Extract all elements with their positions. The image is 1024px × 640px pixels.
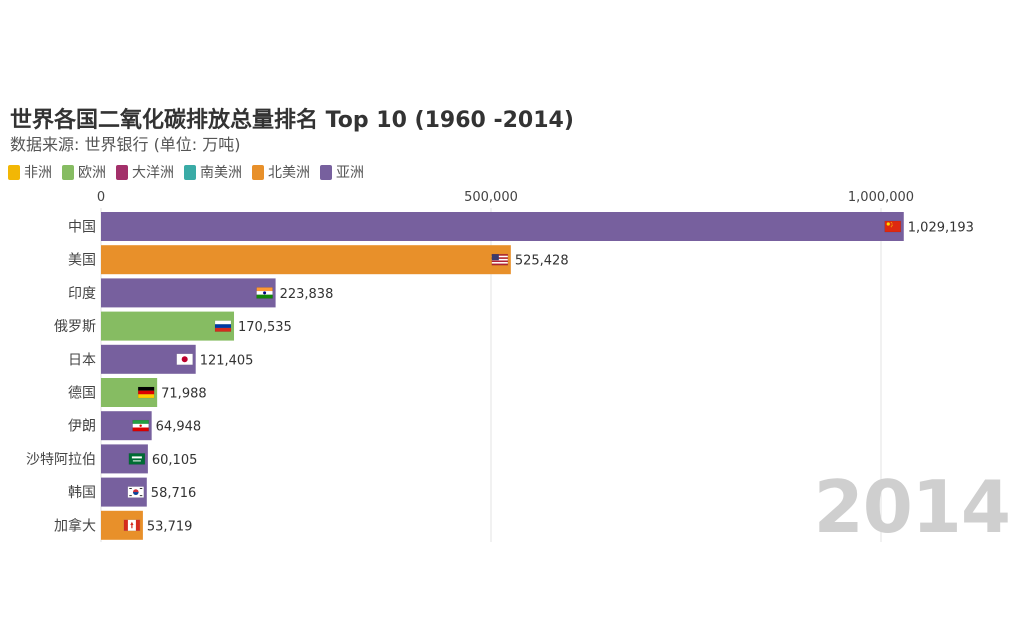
legend-swatch — [320, 164, 332, 180]
legend-label: 欧洲 — [78, 165, 106, 181]
value-label: 60,105 — [152, 453, 198, 468]
legend-item[interactable]: 大洋洲 — [116, 162, 174, 182]
ru-flag-icon — [214, 320, 232, 332]
category-label: 中国 — [68, 220, 96, 236]
legend-swatch — [184, 164, 196, 180]
us-flag-icon — [491, 253, 509, 266]
x-tick-label: 0 — [97, 190, 105, 205]
bar — [101, 212, 904, 241]
legend-label: 亚洲 — [336, 165, 364, 181]
category-label: 印度 — [68, 286, 96, 302]
legend-swatch — [116, 164, 128, 180]
bar — [101, 245, 511, 275]
value-label: 170,535 — [238, 320, 292, 335]
value-label: 223,838 — [280, 287, 334, 302]
sa-flag-icon — [128, 453, 146, 465]
legend-label: 南美洲 — [200, 165, 242, 181]
value-label: 71,988 — [161, 387, 207, 402]
legend-item[interactable]: 欧洲 — [62, 162, 106, 182]
x-tick-label: 500,000 — [464, 190, 518, 205]
bar — [101, 278, 276, 308]
in-flag-icon — [256, 287, 273, 299]
legend: 非洲 欧洲 大洋洲 南美洲 北美洲 亚洲 — [8, 162, 364, 182]
category-label: 美国 — [68, 253, 96, 269]
category-label: 日本 — [68, 352, 96, 368]
value-label: 64,948 — [156, 420, 202, 435]
category-label: 俄罗斯 — [54, 319, 96, 335]
ir-flag-icon — [132, 419, 149, 432]
value-label: 1,029,193 — [908, 221, 974, 236]
year-watermark: 2014 — [813, 465, 1011, 549]
legend-swatch — [62, 164, 74, 180]
legend-item[interactable]: 北美洲 — [252, 162, 310, 182]
category-label: 加拿大 — [54, 517, 96, 534]
category-label: 伊朗 — [68, 419, 96, 435]
bar — [101, 311, 235, 341]
legend-label: 北美洲 — [268, 165, 310, 181]
chart-subtitle: 数据来源: 世界银行 (单位: 万吨) — [10, 135, 241, 154]
legend-item[interactable]: 非洲 — [8, 162, 52, 182]
category-label: 沙特阿拉伯 — [26, 452, 96, 468]
legend-label: 非洲 — [24, 165, 52, 181]
legend-swatch — [8, 164, 20, 180]
cn-flag-icon — [884, 220, 902, 233]
value-label: 53,719 — [147, 519, 193, 534]
value-label: 58,716 — [151, 486, 197, 501]
legend-swatch — [252, 164, 264, 180]
jp-flag-icon — [176, 353, 193, 366]
value-label: 121,405 — [200, 353, 254, 368]
chart-title: 世界各国二氧化碳排放总量排名 Top 10 (1960 -2014) — [10, 108, 574, 133]
legend-item[interactable]: 亚洲 — [320, 162, 364, 182]
de-flag-icon — [137, 386, 155, 399]
x-tick-label: 1,000,000 — [848, 190, 914, 205]
value-label: 525,428 — [515, 254, 569, 269]
kr-flag-icon — [127, 486, 145, 498]
legend-item[interactable]: 南美洲 — [184, 162, 242, 182]
category-label: 韩国 — [68, 485, 96, 501]
legend-label: 大洋洲 — [132, 165, 174, 181]
category-label: 德国 — [68, 386, 96, 402]
ca-flag-icon — [123, 519, 141, 532]
